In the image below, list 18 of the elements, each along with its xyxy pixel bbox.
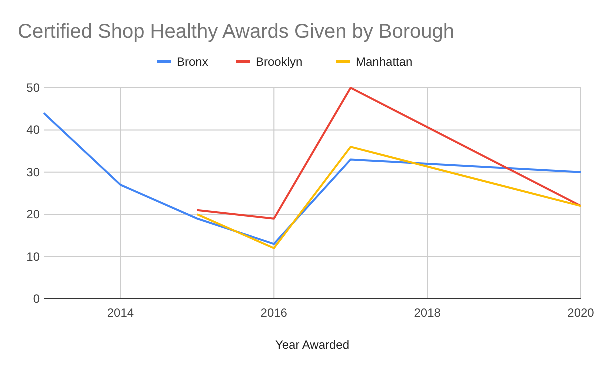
chart-title: Certified Shop Healthy Awards Given by Borough	[18, 21, 455, 43]
y-tick-label: 30	[26, 165, 40, 180]
line-series	[196, 146, 582, 250]
x-tick-label: 2016	[260, 306, 288, 320]
y-tick-label: 50	[26, 81, 40, 95]
x-axis-title: Year Awarded	[275, 338, 350, 352]
y-tick-label: 10	[26, 250, 40, 264]
line-series	[196, 87, 582, 220]
y-tick-label: 0	[33, 292, 40, 306]
y-tick-label: 20	[26, 208, 40, 222]
x-tick-label: 2018	[414, 306, 442, 320]
x-tick-label: 2020	[568, 306, 595, 320]
y-tick-label: 40	[26, 123, 40, 138]
line-series	[43, 112, 582, 246]
legend-label: Brooklyn	[256, 55, 303, 69]
legend-label: Manhattan	[356, 55, 413, 69]
x-tick-label: 2014	[107, 306, 134, 320]
legend-label: Bronx	[177, 55, 208, 69]
